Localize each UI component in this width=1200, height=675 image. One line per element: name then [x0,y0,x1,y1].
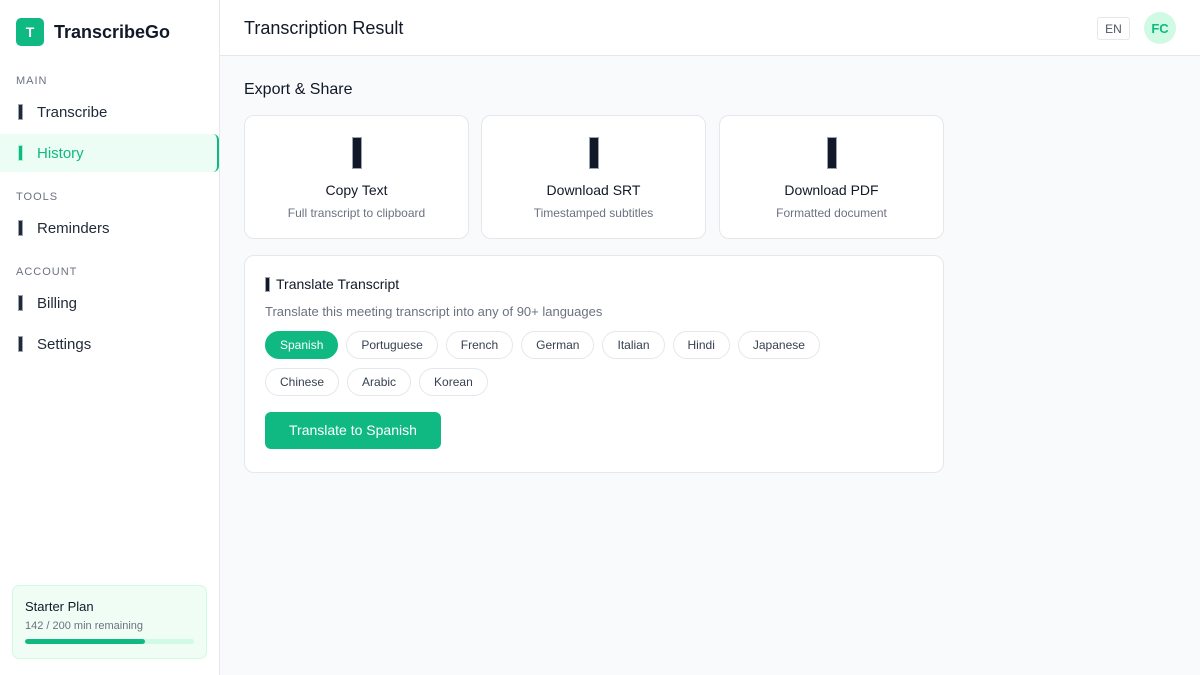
card-subtitle: Full transcript to clipboard [287,206,426,220]
sidebar-item-history[interactable]: History [0,134,219,172]
card-title: Copy Text [325,182,388,198]
plan-card: Starter Plan 142 / 200 min remaining [12,585,207,659]
section-main: MAIN [16,75,48,87]
translate-button[interactable]: Translate to Spanish [265,412,441,449]
header: Transcription Result EN FC [220,0,1200,56]
logo: T [16,18,44,46]
history-icon [18,145,23,161]
brand[interactable]: T TranscribeGo [16,18,170,46]
plan-usage: 142 / 200 min remaining [25,620,144,632]
card-subtitle: Formatted document [776,206,887,220]
page-title: Transcription Result [244,18,404,38]
sidebar-item-reminders[interactable]: Reminders [0,209,219,247]
language-chip-japanese[interactable]: Japanese [737,331,820,359]
bell-icon [18,220,23,236]
language-chip-hindi[interactable]: Hindi [672,331,730,359]
language-chip-german[interactable]: German [521,331,595,359]
credit-card-icon [18,295,23,311]
language-chip-italian[interactable]: Italian [602,331,665,359]
copy-text-card[interactable]: Copy Text Full transcript to clipboard [244,115,469,239]
download-srt-card[interactable]: Download SRT Timestamped subtitles [481,115,706,239]
subtitles-icon [588,137,599,169]
language-chips: Spanish Portuguese French German Italian Hind… [265,331,885,396]
sidebar-item-billing[interactable]: Billing [0,284,219,322]
plan-name: Starter Plan [25,599,94,614]
sidebar-item-label: Settings [37,335,92,353]
app-name: TranscribeGo [54,21,171,42]
language-chip-chinese[interactable]: Chinese [265,368,340,396]
translate-subtitle: Translate this meeting transcript into a… [265,304,603,319]
export-heading: Export & Share [244,81,353,98]
usage-progress-fill [25,639,145,644]
language-button[interactable]: EN [1097,17,1130,40]
sidebar-item-transcribe[interactable]: Transcribe [0,93,219,131]
sidebar: T TranscribeGo MAIN Transcribe History T… [0,0,220,675]
card-title: Download SRT [546,182,641,198]
section-tools: TOOLS [16,191,59,203]
sidebar-item-label: History [37,144,84,162]
language-chip-portuguese[interactable]: Portuguese [346,331,438,359]
section-account: ACCOUNT [16,266,78,278]
translate-title: Translate Transcript [276,276,400,292]
translate-panel: Translate Transcript Translate this meet… [244,255,944,473]
sidebar-item-label: Transcribe [37,103,108,121]
sidebar-item-settings[interactable]: Settings [0,325,219,363]
microphone-icon [18,104,23,120]
download-pdf-card[interactable]: Download PDF Formatted document [719,115,944,239]
language-chip-spanish[interactable]: Spanish [265,331,339,359]
document-icon [826,137,837,169]
avatar[interactable]: FC [1144,12,1176,44]
language-chip-french[interactable]: French [445,331,514,359]
globe-icon [265,276,270,292]
gear-icon [18,336,23,352]
language-chip-arabic[interactable]: Arabic [347,368,412,396]
sidebar-item-label: Billing [37,294,78,312]
language-chip-korean[interactable]: Korean [419,368,488,396]
usage-progress-bar [25,639,194,644]
sidebar-item-label: Reminders [37,219,110,237]
card-subtitle: Timestamped subtitles [533,206,654,220]
card-title: Download PDF [784,182,879,198]
copy-icon [351,137,362,169]
